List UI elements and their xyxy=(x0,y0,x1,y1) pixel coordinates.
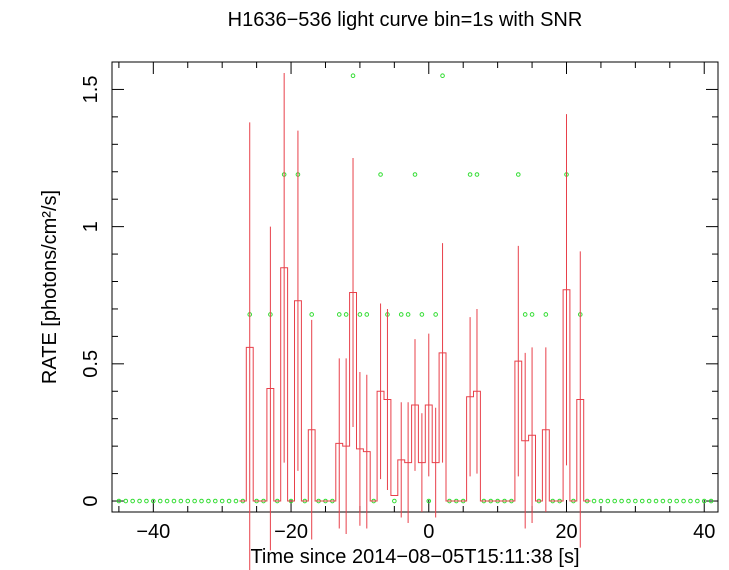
snr-point xyxy=(405,312,411,317)
snr-point xyxy=(199,498,204,504)
snr-point xyxy=(392,498,397,504)
y-tick-label: 0 xyxy=(80,495,102,506)
snr-point xyxy=(543,312,549,317)
snr-point xyxy=(467,172,473,177)
snr-point xyxy=(151,498,156,504)
snr-point xyxy=(192,498,197,504)
snr-point xyxy=(626,498,631,504)
snr-point xyxy=(219,498,225,504)
snr-point xyxy=(433,312,438,317)
snr-point xyxy=(123,498,129,504)
snr-point xyxy=(674,498,679,504)
snr-point xyxy=(681,498,686,504)
snr-point xyxy=(419,312,425,317)
snr-point xyxy=(116,498,122,504)
snr-point xyxy=(522,312,528,317)
snr-point xyxy=(185,498,191,504)
snr-point xyxy=(226,498,232,504)
snr-point xyxy=(701,498,707,504)
snr-point xyxy=(178,498,184,504)
snr-point xyxy=(440,73,445,79)
rate-series xyxy=(239,72,591,570)
snr-point xyxy=(612,498,618,504)
snr-point xyxy=(598,498,604,504)
y-axis-label: RATE [photons/cm²/s] xyxy=(39,190,61,384)
snr-point xyxy=(378,172,383,177)
snr-point xyxy=(619,498,624,504)
snr-point xyxy=(137,498,142,504)
snr-point xyxy=(426,498,432,504)
y-tick-labels: 0 0.5 1 1.5 xyxy=(80,76,102,507)
chart-title: H1636−536 light curve bin=1s with SNR xyxy=(228,9,583,31)
x-tick-label: 0 xyxy=(423,521,434,543)
snr-point xyxy=(695,498,700,504)
snr-point xyxy=(412,172,418,177)
snr-point xyxy=(357,312,363,317)
x-tick-label: 40 xyxy=(693,521,715,543)
snr-point xyxy=(591,498,597,504)
snr-point xyxy=(398,312,404,317)
snr-point xyxy=(515,172,521,177)
x-tick-labels: −40 −20 0 20 40 xyxy=(136,521,715,543)
snr-point xyxy=(144,498,149,504)
x-tick-label: 20 xyxy=(555,521,577,543)
snr-point xyxy=(343,312,349,317)
snr-point xyxy=(667,498,673,504)
snr-point xyxy=(633,498,638,504)
snr-point xyxy=(130,498,135,504)
snr-point xyxy=(605,498,611,504)
y-tick-label: 1.5 xyxy=(80,76,102,104)
snr-point xyxy=(350,73,356,79)
snr-point xyxy=(688,498,693,504)
snr-point xyxy=(653,498,659,504)
snr-point xyxy=(474,172,480,177)
x-tick-label: −20 xyxy=(274,521,308,543)
x-axis-label: Time since 2014−08−05T15:11:38 [s] xyxy=(250,546,579,568)
y-tick-label: 1 xyxy=(80,221,102,232)
snr-point xyxy=(336,312,342,317)
snr-point xyxy=(639,498,645,504)
snr-point xyxy=(233,498,239,504)
x-tick-label: −40 xyxy=(136,521,170,543)
snr-point xyxy=(157,498,163,504)
snr-point xyxy=(309,312,315,317)
plot-frame xyxy=(111,61,719,513)
snr-point xyxy=(171,498,177,504)
snr-point xyxy=(529,312,535,317)
y-tick-label: 0.5 xyxy=(80,350,102,378)
axis-ticks xyxy=(112,62,718,512)
snr-point xyxy=(164,498,170,504)
snr-point xyxy=(646,498,652,504)
snr-point xyxy=(206,498,211,504)
snr-point xyxy=(660,498,666,504)
snr-point xyxy=(364,312,370,317)
snr-point xyxy=(212,498,218,504)
snr-point xyxy=(708,498,714,504)
